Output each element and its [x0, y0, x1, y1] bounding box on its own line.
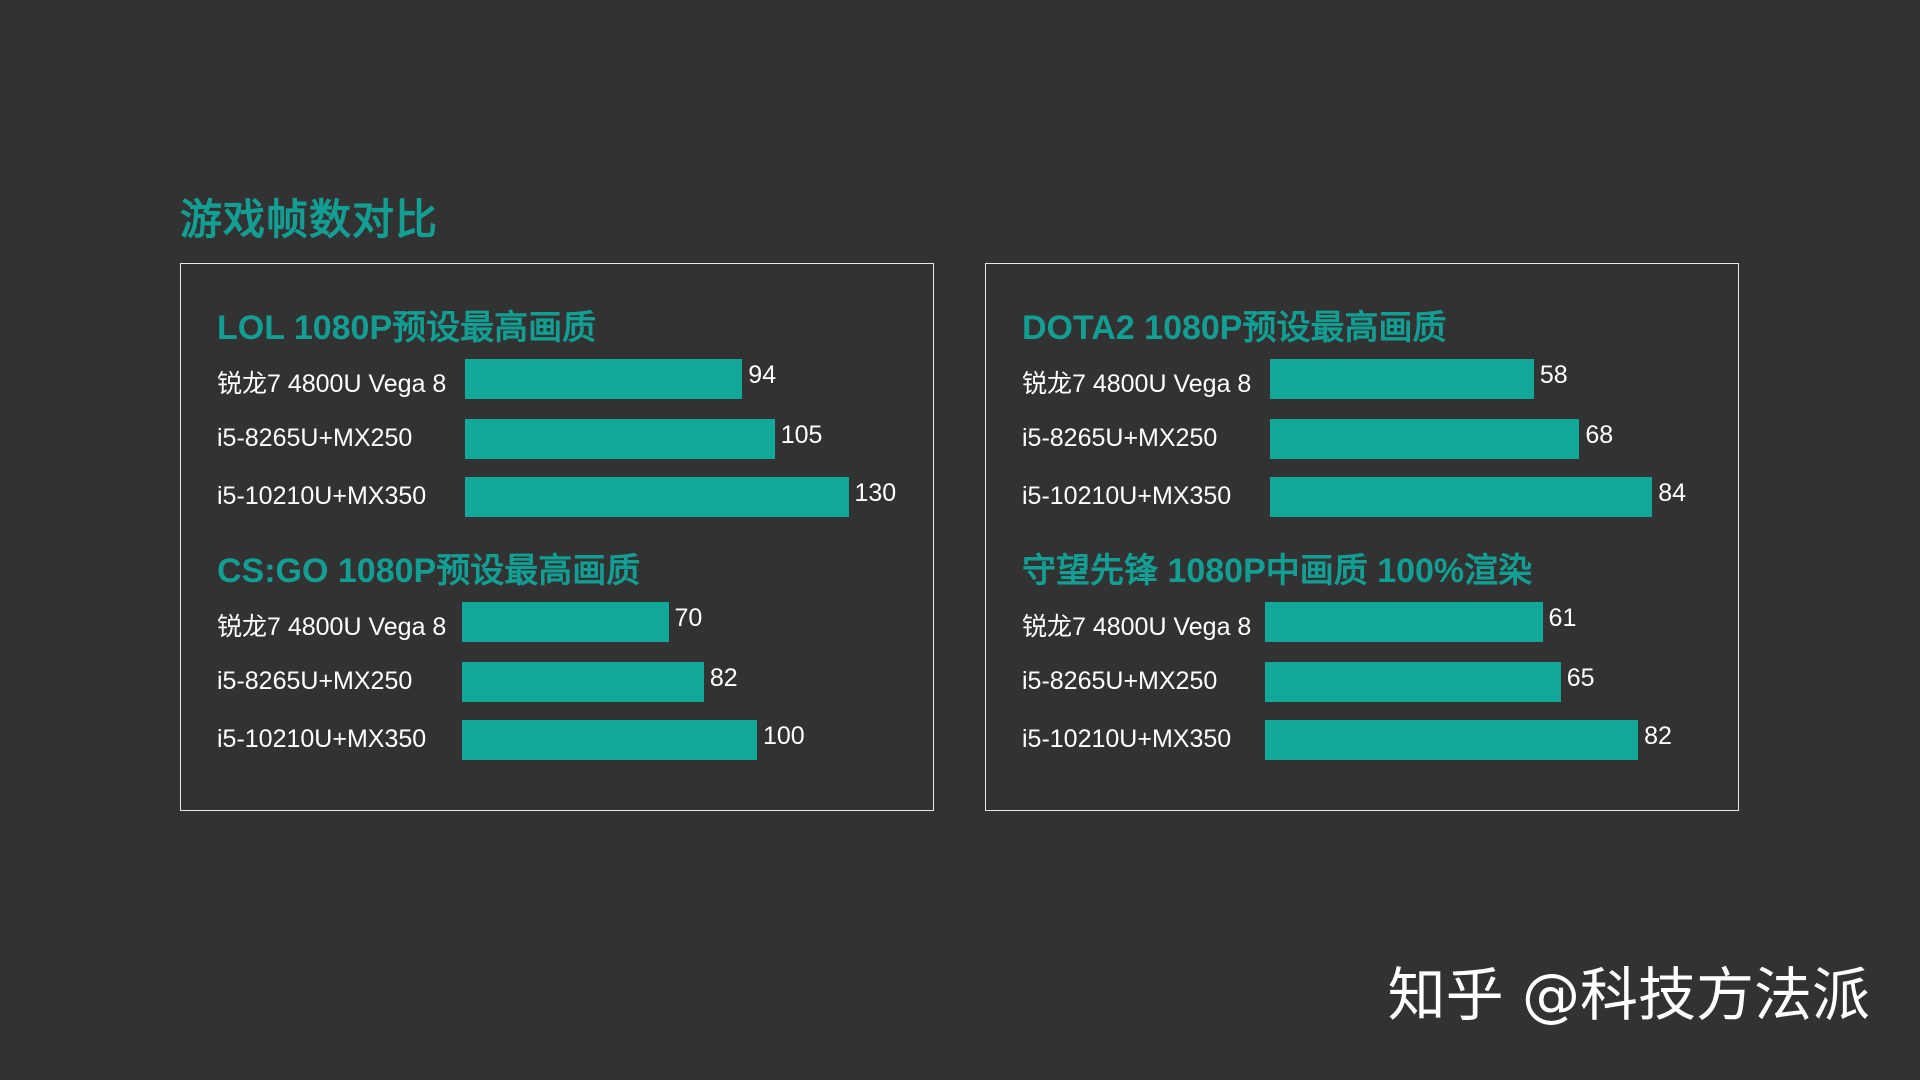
chart-title: LOL 1080P预设最高画质 [217, 309, 597, 347]
page-title: 游戏帧数对比 [180, 196, 439, 243]
bar [1265, 720, 1639, 760]
bar-row: 锐龙7 4800U Vega 8 61 [986, 602, 1740, 644]
bar [1270, 477, 1653, 517]
bar [465, 477, 849, 517]
bar-value-label: 65 [1566, 664, 1595, 692]
category-label: i5-10210U+MX350 [1022, 725, 1232, 753]
bar [465, 419, 775, 459]
chart-title: DOTA2 1080P预设最高画质 [1022, 309, 1447, 347]
bar-row: i5-10210U+MX350 84 [986, 477, 1740, 519]
category-label: i5-8265U+MX250 [217, 424, 413, 452]
bar-row: i5-10210U+MX350 130 [181, 477, 935, 519]
category-label: i5-8265U+MX250 [217, 667, 413, 695]
chart-title: 守望先锋 1080P中画质 100%渲染 [1022, 552, 1533, 590]
bar-row: 锐龙7 4800U Vega 8 70 [181, 602, 935, 644]
bar [462, 720, 757, 760]
bar [462, 662, 704, 702]
bar-value-label: 130 [854, 479, 897, 507]
category-label: i5-10210U+MX350 [217, 482, 427, 510]
chart-dota2: DOTA2 1080P预设最高画质 锐龙7 4800U Vega 8 58 i5-8… [986, 264, 1740, 517]
chart-overwatch: 守望先锋 1080P中画质 100%渲染 锐龙7 4800U Vega 8 61 i… [986, 507, 1740, 760]
bar-row: 锐龙7 4800U Vega 8 58 [986, 359, 1740, 401]
bar-row: i5-8265U+MX250 105 [181, 419, 935, 461]
bar [1265, 602, 1543, 642]
bar [465, 359, 743, 399]
bar-value-label: 94 [748, 361, 777, 389]
panel-left: LOL 1080P预设最高画质 锐龙7 4800U Vega 8 94 i5-826… [180, 263, 934, 811]
category-label: 锐龙7 4800U Vega 8 [1022, 370, 1252, 398]
watermark: 知乎 @科技方法派 [1387, 961, 1870, 1029]
category-label: i5-8265U+MX250 [1022, 667, 1218, 695]
bar-row: i5-10210U+MX350 82 [986, 720, 1740, 762]
bar-value-label: 82 [709, 664, 738, 692]
panel-right: DOTA2 1080P预设最高画质 锐龙7 4800U Vega 8 58 i5-8… [985, 263, 1739, 811]
bar-value-label: 58 [1539, 361, 1568, 389]
chart-lol: LOL 1080P预设最高画质 锐龙7 4800U Vega 8 94 i5-826… [181, 264, 935, 517]
bar [1265, 662, 1561, 702]
bar-row: i5-10210U+MX350 100 [181, 720, 935, 762]
category-label: 锐龙7 4800U Vega 8 [1022, 613, 1252, 641]
bar-value-label: 61 [1548, 604, 1577, 632]
bar-value-label: 70 [674, 604, 703, 632]
chart-title: CS:GO 1080P预设最高画质 [217, 552, 641, 590]
bar [1270, 419, 1580, 459]
chart-csgo: CS:GO 1080P预设最高画质 锐龙7 4800U Vega 8 70 i5-8… [181, 507, 935, 760]
category-label: i5-10210U+MX350 [1022, 482, 1232, 510]
bar-row: i5-8265U+MX250 82 [181, 662, 935, 704]
category-label: i5-10210U+MX350 [217, 725, 427, 753]
bar-value-label: 84 [1658, 479, 1686, 507]
bar [1270, 359, 1534, 399]
bar [462, 602, 669, 642]
bar-value-label: 105 [780, 421, 823, 449]
bar-value-label: 68 [1585, 421, 1614, 449]
category-label: 锐龙7 4800U Vega 8 [217, 613, 447, 641]
bar-value-label: 100 [763, 722, 805, 750]
category-label: i5-8265U+MX250 [1022, 424, 1218, 452]
bar-row: i5-8265U+MX250 68 [986, 419, 1740, 461]
category-label: 锐龙7 4800U Vega 8 [217, 370, 447, 398]
bar-row: 锐龙7 4800U Vega 8 94 [181, 359, 935, 401]
bar-value-label: 82 [1644, 722, 1672, 750]
bar-row: i5-8265U+MX250 65 [986, 662, 1740, 704]
